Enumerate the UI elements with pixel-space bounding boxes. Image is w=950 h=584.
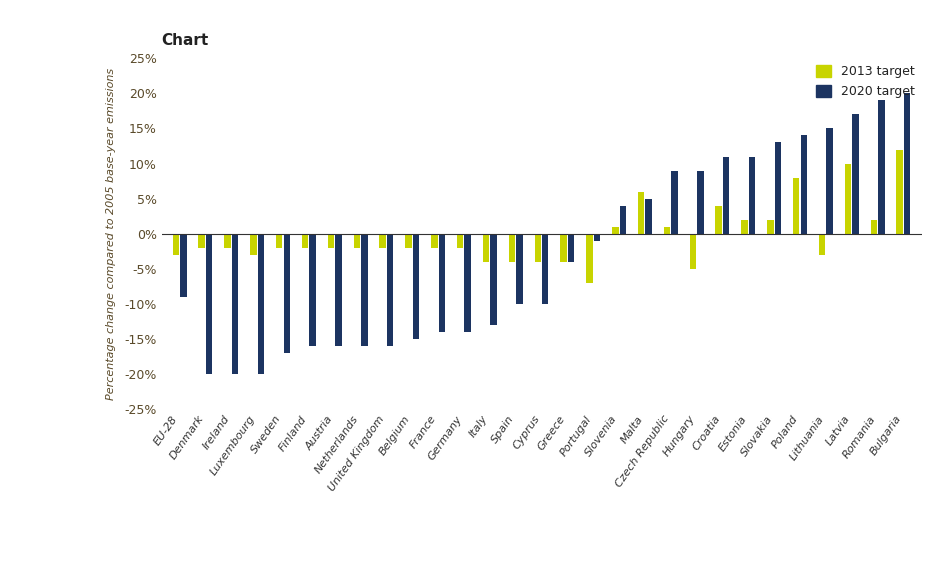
Bar	[672, 171, 677, 234]
Bar	[490, 234, 497, 325]
Bar	[749, 157, 755, 234]
Bar	[870, 220, 877, 234]
Bar	[406, 234, 411, 248]
Bar	[637, 192, 644, 234]
Legend: 2013 target, 2020 target: 2013 target, 2020 target	[816, 65, 915, 98]
Bar	[439, 234, 446, 332]
Bar	[276, 234, 282, 248]
Bar	[774, 142, 781, 234]
Bar	[180, 234, 186, 297]
Bar	[801, 135, 807, 234]
Bar	[697, 171, 704, 234]
Bar	[465, 234, 471, 332]
Bar	[199, 234, 205, 248]
Bar	[845, 164, 851, 234]
Bar	[387, 234, 393, 346]
Bar	[483, 234, 489, 262]
Bar	[741, 220, 748, 234]
Bar	[328, 234, 334, 248]
Bar	[568, 234, 575, 262]
Bar	[508, 234, 515, 262]
Bar	[353, 234, 360, 248]
Bar	[379, 234, 386, 248]
Bar	[257, 234, 264, 374]
Bar	[594, 234, 600, 241]
Bar	[897, 150, 902, 234]
Bar	[302, 234, 309, 248]
Bar	[361, 234, 368, 346]
Bar	[852, 114, 859, 234]
Bar	[412, 234, 419, 339]
Bar	[619, 206, 626, 234]
Bar	[690, 234, 696, 269]
Y-axis label: Percentage change compared to 2005 base-year emissions: Percentage change compared to 2005 base-…	[106, 68, 116, 399]
Bar	[206, 234, 213, 374]
Bar	[723, 157, 730, 234]
Bar	[232, 234, 238, 374]
Bar	[903, 93, 910, 234]
Bar	[878, 100, 884, 234]
Bar	[283, 234, 290, 353]
Bar	[516, 234, 522, 304]
Bar	[560, 234, 567, 262]
Bar	[310, 234, 315, 346]
Bar	[768, 220, 773, 234]
Bar	[664, 227, 671, 234]
Bar	[645, 199, 652, 234]
Bar	[250, 234, 256, 255]
Bar	[826, 128, 833, 234]
Bar	[542, 234, 548, 304]
Bar	[715, 206, 722, 234]
Bar	[224, 234, 231, 248]
Bar	[457, 234, 464, 248]
Bar	[586, 234, 593, 283]
Bar	[335, 234, 342, 346]
Bar	[819, 234, 826, 255]
Bar	[793, 178, 800, 234]
Bar	[431, 234, 438, 248]
Bar	[173, 234, 180, 255]
Text: Chart: Chart	[162, 33, 209, 47]
Bar	[535, 234, 541, 262]
Bar	[612, 227, 618, 234]
